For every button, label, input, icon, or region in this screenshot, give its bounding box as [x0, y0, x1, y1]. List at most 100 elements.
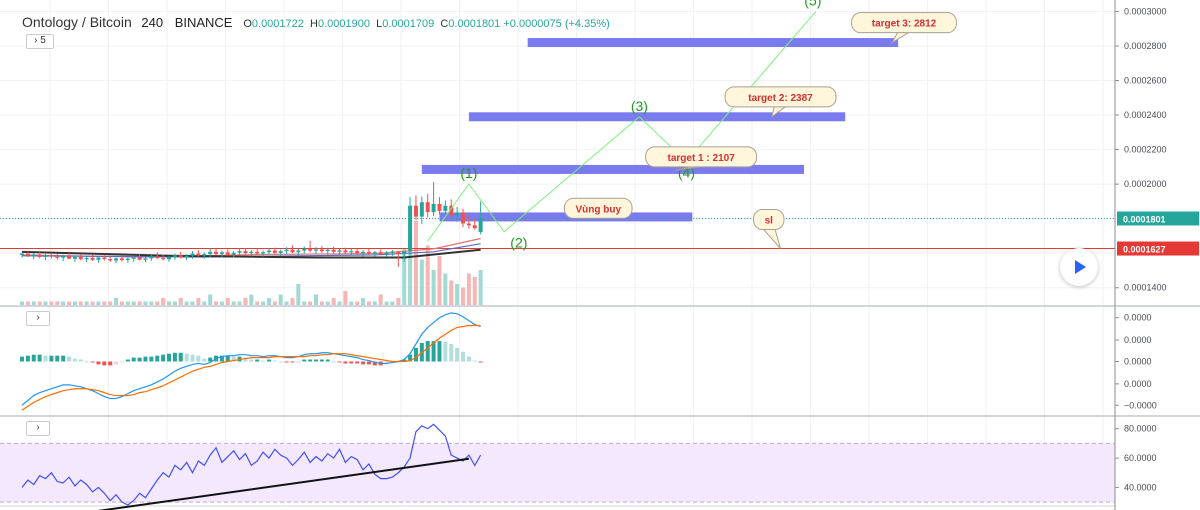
volume-bar: [208, 294, 213, 305]
low-label: L: [376, 18, 383, 30]
candle-body: [472, 225, 477, 229]
macd-histogram-bar: [161, 354, 166, 362]
volume-bar: [437, 256, 442, 305]
collapse-indicators-button[interactable]: › 5: [26, 34, 54, 49]
volume-bar: [284, 301, 289, 305]
candle-body: [61, 255, 66, 258]
macd-histogram-bar: [184, 353, 189, 362]
macd-histogram-bar: [302, 359, 307, 362]
volume-bar: [413, 221, 418, 305]
macd-histogram-bar: [49, 355, 54, 362]
volume-bar: [384, 301, 389, 305]
macd-histogram-bar: [449, 343, 454, 362]
macd-histogram-bar: [443, 342, 448, 362]
panes: [0, 305, 1200, 507]
volume-bar: [84, 301, 89, 305]
wave-label: (3): [631, 98, 648, 114]
macd-histogram-bar: [72, 358, 77, 362]
candle-body: [266, 250, 271, 253]
price-tick-label: 0.0003000: [1124, 6, 1167, 16]
candle-body: [419, 202, 424, 217]
volume-bar: [261, 301, 266, 305]
resolution[interactable]: 240: [141, 15, 164, 30]
play-icon[interactable]: [1060, 248, 1098, 286]
close-label: C: [440, 18, 449, 30]
macd-histogram-bar: [361, 361, 366, 365]
macd-histogram-bar: [466, 356, 471, 362]
volume-bar: [266, 298, 271, 305]
volume-bar: [131, 301, 136, 305]
macd-histogram-bar: [319, 359, 324, 362]
candle-body: [296, 250, 301, 253]
macd-histogram-bar: [437, 341, 442, 362]
macd-histogram-bar: [296, 361, 301, 363]
macd-expand-button[interactable]: ›: [26, 311, 50, 326]
macd-tick-label: 0.0000: [1124, 357, 1152, 367]
candle-body: [202, 254, 207, 256]
callout-label: target 3: 2812: [872, 19, 937, 30]
macd-histogram-bar: [455, 347, 460, 362]
volume-bar: [202, 301, 207, 305]
candle-body: [272, 250, 277, 253]
macd-histogram-bar: [261, 360, 266, 362]
macd-histogram-bar: [331, 361, 336, 363]
volume-bar: [419, 259, 424, 305]
candle-body: [443, 205, 448, 211]
candle-body: [355, 251, 360, 254]
volume-bar: [349, 301, 354, 305]
macd-histogram-bar: [131, 357, 136, 362]
macd-histogram-bar: [366, 361, 371, 365]
volume-bar: [372, 301, 377, 305]
callout-pointer: [770, 105, 787, 119]
volume-bar: [114, 298, 119, 305]
high-label: H: [310, 18, 318, 30]
rsi-tick-label: 40.0000: [1124, 482, 1157, 492]
macd-histogram-bar: [425, 341, 430, 362]
macd-histogram-bar: [125, 359, 130, 362]
macd-histogram-bar: [402, 359, 407, 362]
macd-histogram-bar: [343, 361, 348, 364]
volume-bar: [231, 301, 236, 305]
candle-body: [137, 257, 142, 260]
rsi-tick-label: 60.0000: [1124, 453, 1157, 463]
volume-bar: [37, 301, 42, 305]
ohlc-values: O0.0001722 H0.0001900 L0.0001709 C0.0001…: [243, 18, 609, 30]
macd-histogram-bar: [461, 351, 465, 362]
candle-body: [102, 257, 107, 260]
candle-body: [214, 251, 219, 254]
rsi-pane: [0, 423, 1115, 510]
candle-body: [178, 255, 183, 258]
macd-histogram-bar: [314, 359, 318, 362]
price-tick-label: 0.0002400: [1124, 110, 1167, 120]
candle-body: [255, 251, 260, 254]
candle-body: [249, 251, 254, 254]
candle-body: [55, 256, 60, 258]
callout-pointer: [890, 31, 911, 44]
macd-histogram-bar: [55, 355, 60, 362]
volume-bar: [296, 284, 301, 305]
price-badge-label: 0.0001801: [1123, 214, 1166, 224]
volume-bar: [119, 301, 124, 305]
volume-bar: [402, 249, 407, 305]
candle-body: [302, 248, 307, 251]
rsi-tick-label: 80.0000: [1124, 424, 1157, 434]
change-value: +0.0000075 (+4.35%): [503, 18, 610, 30]
volume-bar: [343, 291, 348, 305]
candle-body: [431, 203, 436, 213]
macd-histogram-bar: [249, 359, 254, 362]
macd-histogram-bar: [472, 360, 477, 362]
symbol-name[interactable]: Ontology / Bitcoin: [22, 14, 132, 30]
callout-label: target 1 : 2107: [668, 153, 736, 164]
callout-label: sl: [765, 216, 774, 227]
macd-histogram-bar: [84, 361, 89, 363]
volume-bar: [102, 301, 107, 305]
volume-bar: [61, 301, 66, 305]
callout-label: target 2: 2387: [748, 93, 813, 104]
volume-bar: [167, 301, 171, 305]
rsi-expand-button[interactable]: ›: [26, 421, 50, 436]
callout-box: [851, 12, 957, 34]
volume-bar: [90, 301, 95, 305]
candle-body: [37, 254, 42, 257]
